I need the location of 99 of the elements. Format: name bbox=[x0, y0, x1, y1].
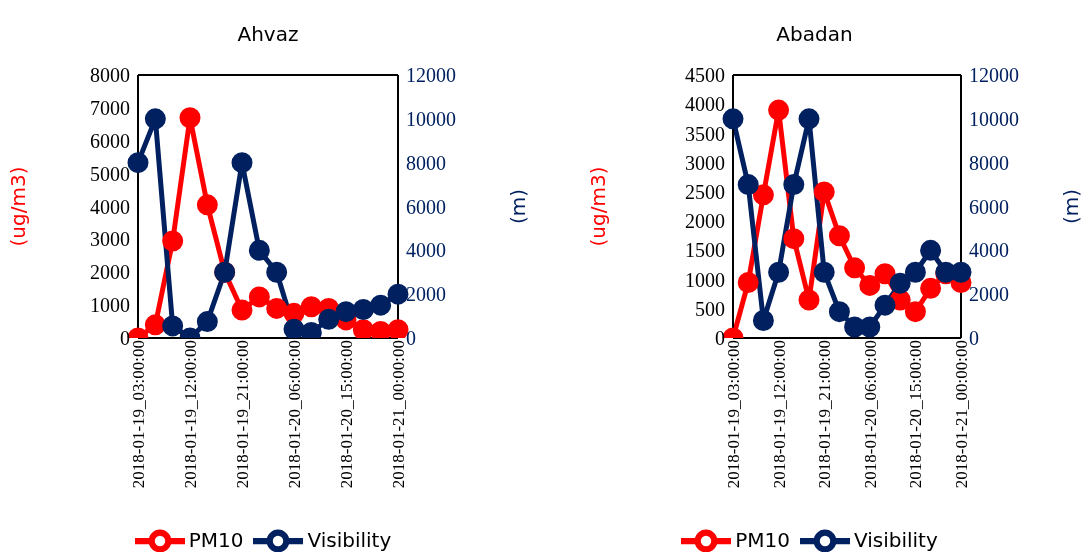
point bbox=[283, 318, 305, 338]
x-tick-label: 2018-01-20_15:00:00 bbox=[337, 340, 357, 489]
point bbox=[813, 181, 835, 203]
point bbox=[266, 261, 288, 283]
point bbox=[144, 314, 166, 336]
point bbox=[300, 296, 322, 318]
y2-tick-label: 2000 bbox=[969, 283, 1009, 306]
y2-tick-label: 0 bbox=[406, 327, 416, 350]
chart-title: Ahvaz bbox=[236, 22, 300, 46]
y-tick-label: 1500 bbox=[685, 239, 725, 262]
point bbox=[352, 319, 374, 338]
x-tick-label: 2018-01-20_06:00:00 bbox=[860, 340, 880, 489]
point bbox=[874, 263, 896, 285]
y-tick-label: 1000 bbox=[90, 294, 130, 317]
point bbox=[768, 99, 790, 121]
point bbox=[920, 239, 942, 261]
y-tick-label: 1000 bbox=[685, 268, 725, 291]
y2-axis-title: (m) bbox=[506, 188, 531, 225]
point bbox=[874, 294, 896, 316]
y2-tick-label: 12000 bbox=[406, 64, 456, 87]
y2-tick-label: 8000 bbox=[969, 151, 1009, 174]
point bbox=[859, 316, 881, 338]
point bbox=[783, 174, 805, 196]
point bbox=[828, 301, 850, 323]
point bbox=[752, 309, 774, 331]
point bbox=[798, 108, 820, 130]
point bbox=[737, 271, 759, 293]
y-tick-label: 3500 bbox=[685, 122, 725, 145]
point bbox=[783, 228, 805, 250]
point bbox=[904, 261, 926, 283]
y2-tick-label: 4000 bbox=[406, 239, 446, 262]
y2-tick-label: 6000 bbox=[969, 195, 1009, 218]
x-tick-label: 2018-01-19_12:00:00 bbox=[181, 340, 201, 489]
point bbox=[752, 184, 774, 206]
point bbox=[248, 239, 270, 261]
y-tick-label: 4500 bbox=[685, 64, 725, 87]
y2-tick-label: 12000 bbox=[969, 64, 1019, 87]
y-tick-label: 3000 bbox=[90, 228, 130, 251]
y-tick-label: 0 bbox=[120, 327, 130, 350]
y-tick-label: 2000 bbox=[90, 261, 130, 284]
y-tick-label: 8000 bbox=[90, 64, 130, 87]
y2-tick-label: 6000 bbox=[406, 195, 446, 218]
point bbox=[737, 174, 759, 196]
point bbox=[798, 289, 820, 311]
point bbox=[889, 272, 911, 294]
x-tick-label: 2018-01-19_03:00:00 bbox=[724, 340, 744, 489]
legend-label: Visibility bbox=[307, 527, 392, 552]
legend-label: Visibility bbox=[853, 527, 938, 552]
y2-tick-label: 10000 bbox=[406, 107, 456, 130]
point bbox=[231, 152, 253, 174]
point bbox=[196, 311, 218, 333]
y-axis-title: (ug/m3) bbox=[586, 166, 611, 247]
point bbox=[231, 299, 253, 321]
point bbox=[904, 301, 926, 323]
point bbox=[387, 283, 409, 305]
point bbox=[768, 261, 790, 283]
point bbox=[352, 299, 374, 321]
y-axis-title: (ug/m3) bbox=[6, 166, 31, 247]
point bbox=[370, 294, 392, 316]
x-tick-label: 2018-01-19_12:00:00 bbox=[769, 340, 789, 489]
y-tick-label: 7000 bbox=[90, 96, 130, 119]
chart-title: Abadan bbox=[775, 22, 854, 46]
point bbox=[813, 261, 835, 283]
point bbox=[828, 225, 850, 247]
legend-label: PM10 bbox=[188, 527, 244, 552]
y-tick-label: 2500 bbox=[685, 180, 725, 203]
x-tick-label: 2018-01-19_21:00:00 bbox=[233, 340, 253, 489]
y2-tick-label: 2000 bbox=[406, 283, 446, 306]
y-tick-label: 4000 bbox=[685, 93, 725, 116]
point bbox=[162, 315, 184, 337]
x-tick-label: 2018-01-19_03:00:00 bbox=[129, 340, 149, 489]
point bbox=[950, 261, 972, 283]
x-tick-label: 2018-01-20_15:00:00 bbox=[906, 340, 926, 489]
point bbox=[144, 108, 166, 130]
y-tick-label: 6000 bbox=[90, 129, 130, 152]
x-tick-label: 2018-01-19_21:00:00 bbox=[815, 340, 835, 489]
point bbox=[859, 274, 881, 296]
y2-tick-label: 8000 bbox=[406, 151, 446, 174]
y-tick-label: 5000 bbox=[90, 162, 130, 185]
x-tick-label: 2018-01-20_06:00:00 bbox=[285, 340, 305, 489]
point bbox=[920, 277, 942, 299]
point bbox=[318, 308, 340, 330]
y2-axis-title: (m) bbox=[1059, 188, 1084, 225]
y-tick-label: 500 bbox=[695, 297, 725, 320]
y2-tick-label: 10000 bbox=[969, 107, 1019, 130]
y2-tick-label: 0 bbox=[969, 327, 979, 350]
y2-tick-label: 4000 bbox=[969, 239, 1009, 262]
y-tick-label: 0 bbox=[715, 327, 725, 350]
point bbox=[196, 194, 218, 216]
legend-label: PM10 bbox=[735, 527, 790, 552]
point bbox=[162, 230, 184, 252]
point bbox=[179, 107, 201, 129]
y-tick-label: 2000 bbox=[685, 210, 725, 233]
point bbox=[335, 301, 357, 323]
point bbox=[266, 297, 288, 319]
y-tick-label: 4000 bbox=[90, 195, 130, 218]
y-tick-label: 3000 bbox=[685, 151, 725, 174]
point bbox=[248, 286, 270, 308]
point bbox=[844, 257, 866, 279]
